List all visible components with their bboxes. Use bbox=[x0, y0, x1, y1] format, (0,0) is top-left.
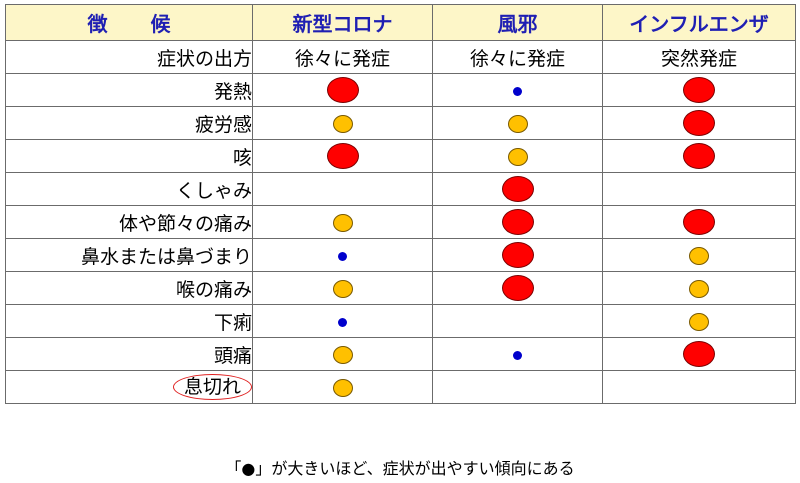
severity-dot-icon bbox=[501, 275, 534, 301]
mark-cell-influenza bbox=[602, 205, 796, 239]
symptom-label-cell: 体や節々の痛み bbox=[5, 205, 253, 239]
symptom-label-cell: 鼻水または鼻づまり bbox=[5, 238, 253, 272]
mark-cell-cold bbox=[432, 73, 603, 107]
table-row: くしゃみ bbox=[5, 172, 796, 206]
symptom-label: くしゃみ bbox=[175, 179, 252, 202]
severity-dot-icon bbox=[689, 312, 709, 331]
table-row: 下痢 bbox=[5, 304, 796, 338]
mark-cell-cold bbox=[432, 370, 603, 404]
legend-note: 「●」が大きいほど、症状が出やすい傾向にある bbox=[225, 459, 575, 478]
severity-dot-icon bbox=[513, 86, 522, 96]
header-covid: 新型コロナ bbox=[252, 4, 433, 41]
severity-dot-icon bbox=[689, 279, 709, 298]
severity-dot-icon bbox=[683, 209, 715, 235]
mark-cell-covid bbox=[252, 172, 433, 206]
mark-cell-influenza bbox=[602, 73, 796, 107]
symptom-label-cell: 疲労感 bbox=[5, 106, 253, 140]
severity-dot-icon bbox=[338, 317, 347, 327]
table-row: 鼻水または鼻づまり bbox=[5, 238, 796, 272]
severity-dot-icon bbox=[513, 350, 522, 360]
mark-cell-influenza bbox=[602, 106, 796, 140]
severity-dot-icon bbox=[332, 345, 353, 364]
onset-label: 症状の出方 bbox=[5, 40, 253, 74]
mark-cell-influenza bbox=[602, 370, 796, 404]
severity-dot-icon bbox=[501, 242, 534, 268]
symptom-label: 鼻水または鼻づまり bbox=[80, 245, 252, 268]
symptom-label: 発熱 bbox=[213, 80, 252, 103]
severity-dot-icon bbox=[507, 147, 528, 166]
mark-cell-influenza bbox=[602, 337, 796, 371]
mark-cell-influenza bbox=[602, 238, 796, 272]
severity-dot-icon bbox=[683, 143, 715, 169]
mark-cell-influenza bbox=[602, 139, 796, 173]
table-row: 咳 bbox=[5, 139, 796, 173]
severity-dot-icon bbox=[332, 114, 353, 133]
symptom-label: 下痢 bbox=[213, 311, 252, 334]
mark-cell-covid bbox=[252, 304, 433, 338]
mark-cell-covid bbox=[252, 139, 433, 173]
onset-cold: 徐々に発症 bbox=[432, 40, 603, 74]
mark-cell-cold bbox=[432, 271, 603, 305]
severity-dot-icon bbox=[332, 378, 353, 397]
table-row: 体や節々の痛み bbox=[5, 205, 796, 239]
severity-dot-icon bbox=[501, 209, 534, 235]
severity-dot-icon bbox=[507, 114, 528, 133]
symptom-label-cell: 下痢 bbox=[5, 304, 253, 338]
mark-cell-covid bbox=[252, 337, 433, 371]
symptom-label-cell: 咳 bbox=[5, 139, 253, 173]
severity-dot-icon bbox=[326, 77, 359, 103]
header-cold: 風邪 bbox=[432, 4, 603, 41]
onset-covid: 徐々に発症 bbox=[252, 40, 433, 74]
mark-cell-cold bbox=[432, 238, 603, 272]
symptom-label-cell: くしゃみ bbox=[5, 172, 253, 206]
header-row: 徴 候 新型コロナ 風邪 インフルエンザ bbox=[5, 4, 796, 41]
onset-row: 症状の出方 徐々に発症 徐々に発症 突然発症 bbox=[5, 40, 796, 74]
symptom-label: 喉の痛み bbox=[175, 278, 252, 301]
symptom-label-cell: 頭痛 bbox=[5, 337, 253, 371]
severity-dot-icon bbox=[689, 246, 709, 265]
mark-cell-influenza bbox=[602, 304, 796, 338]
table-row: 疲労感 bbox=[5, 106, 796, 140]
mark-cell-covid bbox=[252, 271, 433, 305]
header-symptom: 徴 候 bbox=[5, 4, 253, 41]
symptom-comparison-table: 徴 候 新型コロナ 風邪 インフルエンザ 症状の出方 徐々に発症 徐々に発症 突… bbox=[5, 4, 796, 404]
mark-cell-covid bbox=[252, 370, 433, 404]
table-row: 発熱 bbox=[5, 73, 796, 107]
table-row: 喉の痛み bbox=[5, 271, 796, 305]
symptom-label-cell: 発熱 bbox=[5, 73, 253, 107]
symptom-label: 息切れ bbox=[172, 374, 252, 400]
severity-dot-icon bbox=[501, 176, 534, 202]
severity-dot-icon bbox=[683, 341, 715, 367]
severity-dot-icon bbox=[326, 143, 359, 169]
severity-dot-icon bbox=[332, 279, 353, 298]
onset-influenza: 突然発症 bbox=[602, 40, 796, 74]
mark-cell-covid bbox=[252, 106, 433, 140]
mark-cell-cold bbox=[432, 139, 603, 173]
mark-cell-cold bbox=[432, 172, 603, 206]
table-body: 症状の出方 徐々に発症 徐々に発症 突然発症 発熱疲労感咳くしゃみ体や節々の痛み… bbox=[5, 40, 796, 404]
symptom-label: 体や節々の痛み bbox=[118, 212, 252, 235]
symptom-label-cell: 喉の痛み bbox=[5, 271, 253, 305]
table-row: 頭痛 bbox=[5, 337, 796, 371]
symptom-label: 疲労感 bbox=[194, 113, 252, 136]
table-row: 息切れ bbox=[5, 370, 796, 404]
mark-cell-cold bbox=[432, 337, 603, 371]
severity-dot-icon bbox=[332, 213, 353, 232]
severity-dot-icon bbox=[338, 251, 347, 261]
symptom-label: 頭痛 bbox=[213, 344, 252, 367]
mark-cell-influenza bbox=[602, 271, 796, 305]
severity-dot-icon bbox=[683, 77, 715, 103]
severity-dot-icon bbox=[683, 110, 715, 136]
mark-cell-covid bbox=[252, 238, 433, 272]
symptom-label-cell: 息切れ bbox=[5, 370, 253, 404]
mark-cell-cold bbox=[432, 205, 603, 239]
header-influenza: インフルエンザ bbox=[602, 4, 796, 41]
mark-cell-cold bbox=[432, 106, 603, 140]
mark-cell-covid bbox=[252, 73, 433, 107]
mark-cell-influenza bbox=[602, 172, 796, 206]
mark-cell-cold bbox=[432, 304, 603, 338]
mark-cell-covid bbox=[252, 205, 433, 239]
symptom-label: 咳 bbox=[232, 146, 252, 169]
